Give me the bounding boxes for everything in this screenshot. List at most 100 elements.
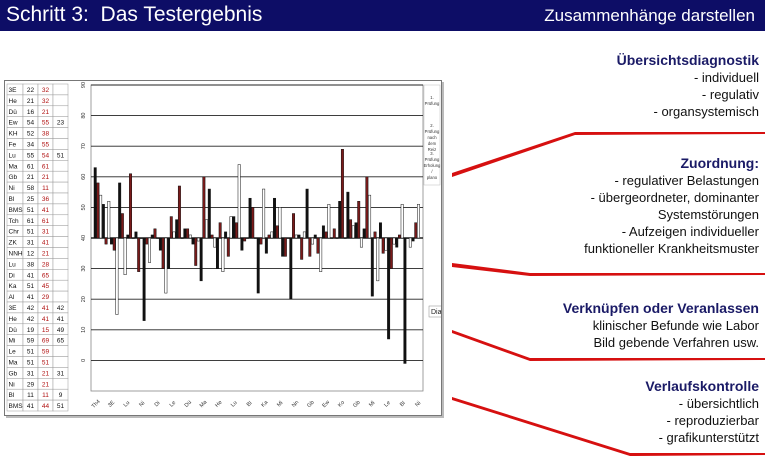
table-cell-value: 51 xyxy=(27,207,35,214)
header-banner: Schritt 3: Das Testergebnis Zusammenhäng… xyxy=(0,0,765,31)
bar-series-1 xyxy=(175,219,179,239)
bar-series-3 xyxy=(400,204,404,239)
table-cell-value: 65 xyxy=(57,338,65,345)
table-cell xyxy=(52,192,69,205)
table-cell xyxy=(52,83,69,96)
bar-series-3 xyxy=(286,237,290,239)
bar-series-2 xyxy=(104,237,108,245)
legend-entry: 3. xyxy=(430,151,434,156)
connector-line-1 xyxy=(452,132,765,177)
table-row-code: Lu xyxy=(9,152,17,159)
legend-entry: 1. xyxy=(430,95,434,100)
y-tick-label: 40 xyxy=(81,235,87,241)
bar-series-3 xyxy=(180,237,184,239)
table-cell xyxy=(52,247,69,259)
bar-series-2 xyxy=(365,176,369,239)
table-row-code: Ni xyxy=(9,381,15,388)
table-cell-value: 51 xyxy=(27,360,35,367)
table-cell-value: 65 xyxy=(42,272,50,279)
bar-series-3 xyxy=(205,219,209,239)
section-line: - reproduzierbar xyxy=(666,413,760,428)
bar-series-3 xyxy=(408,237,412,248)
legend-entry: Reiz xyxy=(428,147,436,152)
table-cell-value: 21 xyxy=(27,174,35,181)
bar-series-2 xyxy=(194,237,198,266)
legend-entry: Erholung xyxy=(424,163,441,168)
table-cell-value: 42 xyxy=(27,316,35,323)
table-cell-value: 21 xyxy=(42,381,50,388)
x-tick-label: Mi xyxy=(276,400,284,408)
bar-series-3 xyxy=(245,237,249,239)
y-tick-label: 90 xyxy=(81,82,87,88)
bar-series-1 xyxy=(387,237,391,340)
section-heading: Verknüpfen oder Veranlassen xyxy=(562,300,759,316)
table-cell xyxy=(52,170,69,183)
bar-series-3 xyxy=(221,237,225,272)
table-cell-value: 51 xyxy=(27,229,35,236)
table-cell xyxy=(52,181,69,194)
section-overview: Übersichtsdiagnostik - individuell - reg… xyxy=(617,52,759,120)
table-cell-value: 41 xyxy=(57,316,65,323)
legend-entry: Prüfung xyxy=(425,129,440,134)
bar-series-1 xyxy=(305,188,309,239)
x-tick-label: Gb xyxy=(352,400,361,409)
test-result-chart: 3E 22 32 He 21 32 Dü 16 21 Ew 54 55 23 KH 52 38 Fe 34 55 Lu… xyxy=(6,82,441,412)
section-line: - Aufzeigen individueller xyxy=(621,224,759,239)
bar-series-2 xyxy=(243,237,247,242)
bar-series-3 xyxy=(294,234,298,239)
bar-series-3 xyxy=(172,231,176,239)
table-row-code: Ma xyxy=(9,360,18,367)
bar-series-1 xyxy=(330,237,334,239)
table-cell xyxy=(52,214,69,226)
section-line: - grafikunterstützt xyxy=(658,430,759,445)
table-cell-value: 61 xyxy=(27,163,35,170)
table-cell xyxy=(52,345,69,357)
bar-series-2 xyxy=(210,234,214,239)
table-cell-value: 59 xyxy=(27,338,35,345)
legend-entry: dem xyxy=(428,141,437,146)
y-tick-label: 20 xyxy=(81,296,87,302)
table-cell xyxy=(52,236,69,248)
table-cell xyxy=(52,127,69,139)
bar-series-2 xyxy=(169,216,173,239)
table-cell-value: 41 xyxy=(27,272,35,279)
bar-series-1 xyxy=(321,225,325,239)
table-row-code: BMS xyxy=(9,403,24,410)
bar-series-1 xyxy=(338,201,342,239)
bar-series-1 xyxy=(354,222,358,239)
table-cell-value: 54 xyxy=(42,152,50,159)
table-row-code: 3E xyxy=(9,87,18,94)
bar-series-1 xyxy=(240,237,244,251)
bar-series-1 xyxy=(273,197,276,239)
table-row-code: Chr xyxy=(9,229,20,236)
bar-series-3 xyxy=(270,231,274,239)
table-cell-value: 51 xyxy=(57,152,65,159)
table-cell-value: 31 xyxy=(27,240,35,247)
table-cell xyxy=(52,94,69,107)
section-line: Systemstörungen xyxy=(657,207,759,222)
table-cell-value: 31 xyxy=(27,370,35,377)
bar-series-2 xyxy=(389,237,393,269)
bar-series-3 xyxy=(384,237,388,251)
bar-series-1 xyxy=(199,237,203,282)
table-cell-value: 61 xyxy=(42,218,50,225)
table-cell-value: 41 xyxy=(42,240,50,247)
legend-entry: Prüfung xyxy=(425,101,440,106)
table-row-code: Ma xyxy=(9,163,18,170)
table-cell-value: 21 xyxy=(42,251,50,258)
section-assignment: Zuordnung: - regulativer Belastungen - ü… xyxy=(584,155,759,257)
bar-series-1 xyxy=(167,237,171,269)
bar-series-1 xyxy=(110,237,113,245)
bar-series-1 xyxy=(411,237,415,242)
bar-series-1 xyxy=(281,237,285,257)
table-cell-value: 41 xyxy=(42,316,50,323)
x-tick-label: Dü xyxy=(184,400,193,409)
bar-series-3 xyxy=(229,216,233,239)
bar-series-3 xyxy=(262,188,266,239)
x-tick-label: Ew xyxy=(321,399,331,409)
bar-series-2 xyxy=(259,237,263,245)
x-tick-label: Lu xyxy=(230,400,239,409)
bar-series-2 xyxy=(218,222,222,239)
table-cell xyxy=(52,399,69,412)
x-tick-label: Di xyxy=(154,400,162,408)
